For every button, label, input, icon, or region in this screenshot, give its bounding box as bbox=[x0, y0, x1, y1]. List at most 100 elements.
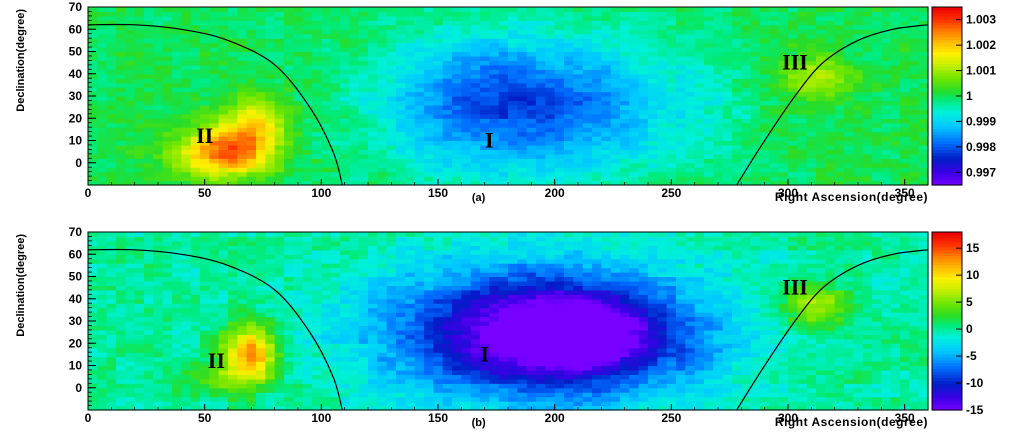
heatmap-cell bbox=[302, 365, 313, 371]
heatmap-cell bbox=[134, 263, 145, 269]
heatmap-cell bbox=[704, 158, 714, 164]
heatmap-cell bbox=[312, 78, 322, 84]
heatmap-cell bbox=[881, 153, 892, 159]
heatmap-cell bbox=[666, 51, 677, 57]
heatmap-cell bbox=[713, 38, 724, 44]
heatmap-cell bbox=[909, 47, 920, 53]
heatmap-cell bbox=[368, 51, 378, 57]
heatmap-cell bbox=[620, 38, 630, 44]
heatmap-cell bbox=[694, 78, 705, 84]
heatmap-cell bbox=[274, 392, 285, 398]
heatmap-cell bbox=[265, 127, 276, 133]
heatmap-cell bbox=[498, 55, 509, 61]
heatmap-cell bbox=[722, 73, 733, 79]
colorbar-swatch bbox=[932, 87, 962, 91]
heatmap-cell bbox=[302, 258, 313, 264]
heatmap-cell bbox=[853, 78, 864, 84]
heatmap-cell bbox=[909, 60, 920, 66]
heatmap-cell bbox=[116, 82, 126, 88]
heatmap-cell bbox=[190, 316, 201, 322]
heatmap-cell bbox=[778, 51, 789, 57]
heatmap-cell bbox=[676, 136, 686, 142]
heatmap-cell bbox=[601, 100, 612, 106]
heatmap-cell bbox=[601, 73, 612, 79]
heatmap-cell bbox=[200, 113, 210, 119]
heatmap-cell bbox=[340, 316, 350, 322]
heatmap-cell bbox=[312, 396, 322, 402]
heatmap-cell bbox=[125, 47, 136, 53]
colorbar-swatch bbox=[932, 173, 962, 177]
heatmap-cell bbox=[274, 7, 285, 13]
heatmap-cell bbox=[88, 387, 98, 393]
heatmap-cell bbox=[685, 96, 696, 102]
heatmap-cell bbox=[760, 20, 770, 26]
heatmap-cell bbox=[573, 104, 584, 110]
heatmap-cell bbox=[88, 20, 98, 26]
heatmap-cell bbox=[88, 254, 98, 260]
heatmap-cell bbox=[685, 118, 696, 124]
heatmap-cell bbox=[237, 401, 248, 407]
heatmap-cell bbox=[358, 321, 369, 327]
heatmap-cell bbox=[116, 51, 126, 57]
heatmap-cell bbox=[284, 153, 294, 159]
heatmap-cell bbox=[246, 20, 257, 26]
heatmap-cell bbox=[358, 96, 369, 102]
heatmap-cell bbox=[302, 294, 313, 300]
heatmap-cell bbox=[321, 352, 332, 358]
colorbar-swatch bbox=[932, 9, 962, 14]
colorbar-swatch bbox=[932, 176, 962, 180]
heatmap-cell bbox=[106, 51, 117, 57]
heatmap-cell bbox=[134, 325, 145, 331]
heatmap-cell bbox=[162, 96, 173, 102]
heatmap-cell bbox=[134, 7, 145, 13]
heatmap-cell bbox=[788, 69, 798, 75]
heatmap-cell bbox=[797, 153, 808, 159]
heatmap-cell bbox=[302, 109, 313, 115]
heatmap-cell bbox=[554, 118, 565, 124]
heatmap-cell bbox=[312, 329, 322, 335]
heatmap-cell bbox=[657, 7, 668, 13]
heatmap-cell bbox=[349, 401, 360, 407]
heatmap-cell bbox=[564, 118, 574, 124]
colorbar-swatch bbox=[932, 155, 962, 159]
heatmap-cell bbox=[629, 51, 640, 57]
heatmap-cell bbox=[853, 11, 864, 17]
heatmap-cell bbox=[293, 140, 304, 146]
heatmap-cell bbox=[853, 15, 864, 21]
heatmap-cell bbox=[452, 118, 462, 124]
heatmap-cell bbox=[340, 280, 350, 286]
heatmap-cell bbox=[284, 378, 294, 384]
heatmap-cell bbox=[134, 153, 145, 159]
heatmap-cell bbox=[900, 136, 910, 142]
heatmap-cell bbox=[517, 180, 528, 186]
heatmap-cell bbox=[704, 20, 714, 26]
heatmap-cell bbox=[209, 263, 220, 269]
heatmap-cell bbox=[200, 383, 210, 389]
heatmap-cell bbox=[265, 131, 276, 137]
heatmap-cell bbox=[377, 149, 388, 155]
heatmap-cell bbox=[881, 167, 892, 173]
heatmap-cell bbox=[209, 100, 220, 106]
heatmap-cell bbox=[330, 307, 341, 313]
heatmap-cell bbox=[825, 24, 836, 30]
heatmap-cell bbox=[666, 7, 677, 13]
heatmap-cell bbox=[629, 78, 640, 84]
heatmap-cell bbox=[97, 356, 108, 362]
heatmap-cell bbox=[162, 343, 173, 349]
heatmap-cell bbox=[657, 96, 668, 102]
heatmap-cell bbox=[368, 78, 378, 84]
heatmap-cell bbox=[144, 294, 154, 300]
heatmap-cell bbox=[648, 153, 658, 159]
heatmap-cell bbox=[470, 109, 481, 115]
heatmap-cell bbox=[545, 24, 556, 30]
heatmap-cell bbox=[340, 131, 350, 137]
heatmap-cell bbox=[414, 153, 425, 159]
heatmap-cell bbox=[293, 144, 304, 150]
heatmap-cell bbox=[200, 232, 210, 238]
heatmap-cell bbox=[134, 365, 145, 371]
heatmap-cell bbox=[582, 82, 593, 88]
heatmap-cell bbox=[872, 153, 882, 159]
heatmap-cell bbox=[853, 51, 864, 57]
heatmap-cell bbox=[452, 42, 462, 48]
heatmap-cell bbox=[862, 47, 873, 53]
